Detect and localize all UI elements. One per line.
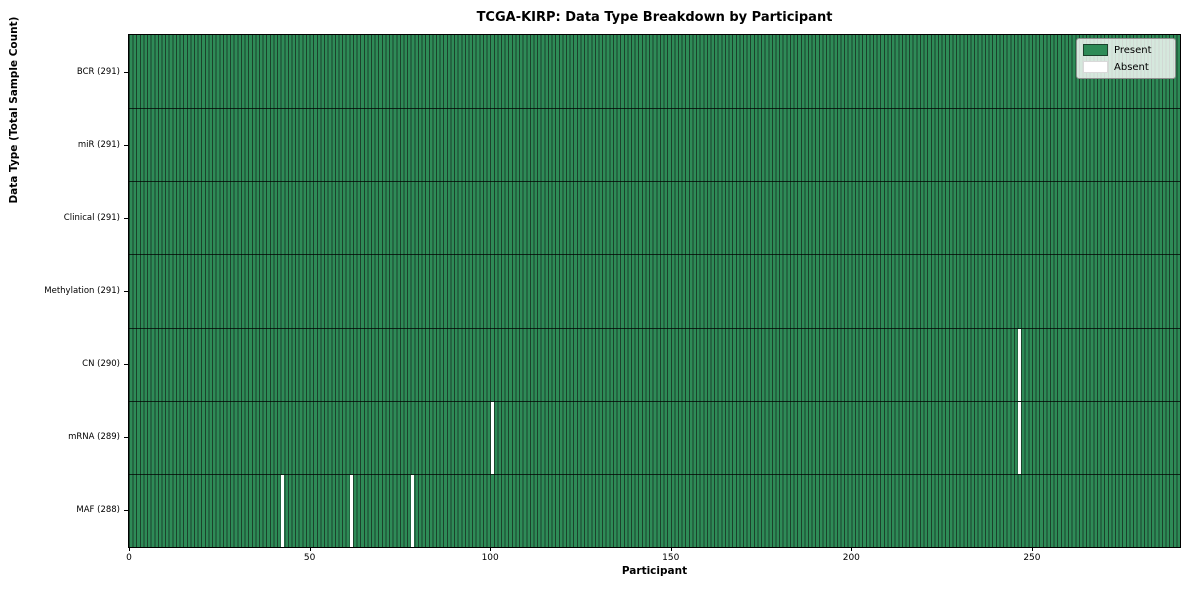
y-tick-label-BCR: BCR (291) — [76, 66, 120, 77]
absent-bar-mRNA-246 — [1017, 401, 1021, 474]
y-tick-label-miR: miR (291) — [77, 139, 120, 150]
x-tick-mark — [129, 547, 130, 551]
x-tick-label-200: 200 — [842, 553, 860, 563]
absent-bar-MAF-61 — [349, 474, 353, 547]
row-divider — [129, 400, 1180, 402]
legend-swatch-present — [1083, 44, 1108, 56]
legend-item-absent: Absent — [1083, 61, 1169, 73]
plot-area: Present Absent — [128, 34, 1181, 548]
y-tick-mark — [124, 364, 128, 366]
x-tick-label-50: 50 — [303, 553, 316, 563]
x-tick-mark — [490, 547, 492, 551]
y-tick-label-Clinical: Clinical (291) — [63, 212, 120, 223]
row-divider — [129, 473, 1180, 475]
y-tick-mark — [124, 510, 128, 512]
y-axis-label: Data Type (Total Sample Count) — [8, 16, 20, 204]
x-tick-label-100: 100 — [481, 553, 499, 563]
row-divider — [129, 254, 1180, 256]
x-tick-label-0: 0 — [126, 553, 132, 563]
x-tick-mark — [851, 547, 853, 551]
absent-bar-MAF-78 — [411, 474, 415, 547]
legend-label-present: Present — [1114, 44, 1152, 56]
legend: Present Absent — [1076, 38, 1176, 79]
x-tick-mark — [1031, 547, 1033, 551]
y-tick-mark — [124, 217, 128, 219]
absent-bar-mRNA-100 — [490, 401, 494, 474]
y-tick-mark — [124, 144, 128, 146]
y-tick-label-MAF: MAF (288) — [76, 505, 120, 516]
legend-item-present: Present — [1083, 44, 1169, 56]
y-tick-label-mRNA: mRNA (289) — [68, 432, 120, 443]
absent-bar-CN-246 — [1017, 328, 1021, 401]
row-divider — [129, 327, 1180, 329]
x-axis-label: Participant — [621, 565, 688, 577]
y-tick-mark — [124, 291, 128, 292]
x-tick-mark — [670, 547, 672, 551]
legend-swatch-absent — [1083, 61, 1108, 73]
absent-bar-MAF-42 — [281, 474, 285, 547]
y-tick-mark — [124, 437, 128, 439]
y-tick-mark — [124, 71, 128, 73]
x-tick-mark — [309, 547, 311, 551]
row-divider — [129, 108, 1180, 110]
y-tick-label-Methylation: Methylation (291) — [44, 286, 120, 296]
y-tick-label-CN: CN (290) — [82, 359, 120, 370]
row-divider — [129, 181, 1180, 183]
chart-title: TCGA-KIRP: Data Type Breakdown by Partic… — [476, 10, 833, 25]
x-tick-label-250: 250 — [1023, 553, 1041, 563]
x-tick-label-150: 150 — [662, 553, 680, 563]
heatmap-canvas — [129, 35, 1180, 547]
legend-label-absent: Absent — [1114, 61, 1149, 73]
